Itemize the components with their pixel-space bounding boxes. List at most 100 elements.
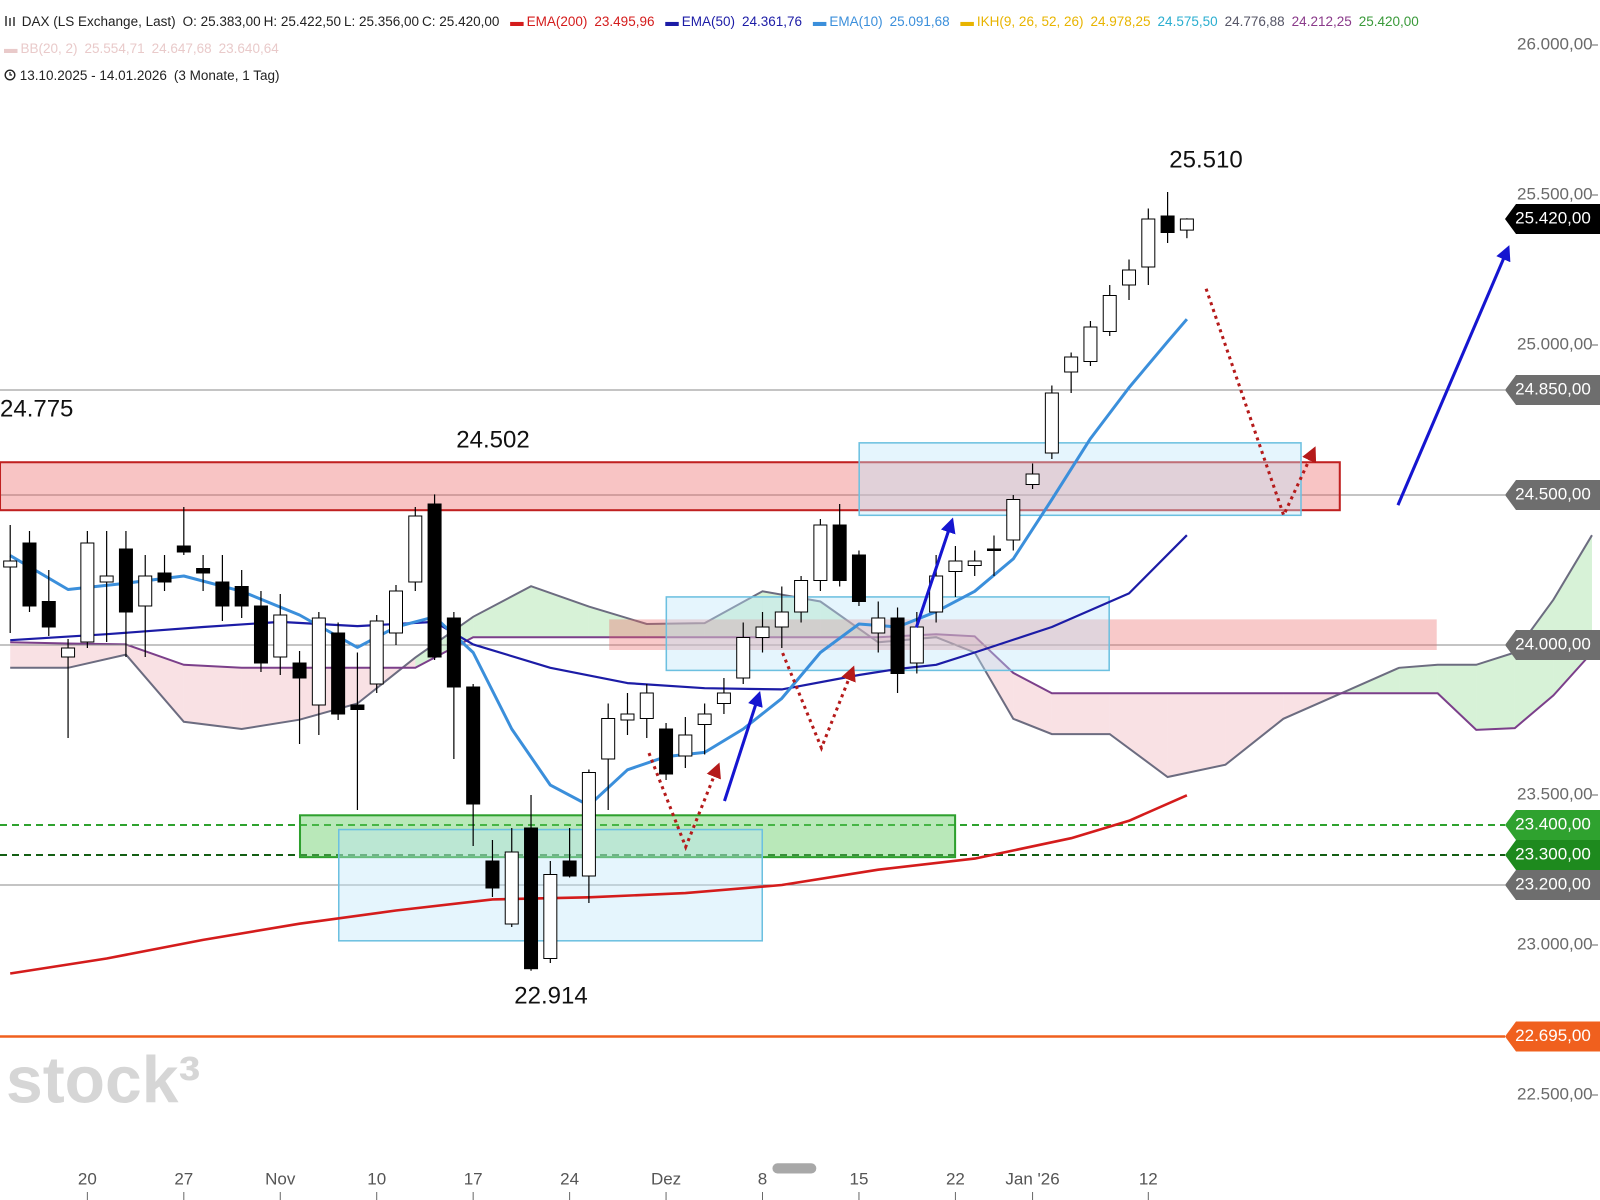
- cloud-fill: [68, 643, 126, 668]
- dotted-arrow: [647, 752, 721, 852]
- x-tick-label: 27: [174, 1169, 193, 1188]
- candle-body: [813, 524, 828, 581]
- annotations: 25.510 24.775 24.502 22.914: [0, 146, 1243, 1009]
- cloud-fill: [125, 644, 184, 722]
- cloud-fill: [1109, 693, 1168, 777]
- symbol: DAX (LS Exchange, Last): [21, 14, 176, 29]
- candle-body: [215, 581, 230, 607]
- candle-body: [659, 728, 674, 775]
- date-range: 13.10.2025 - 14.01.2026: [19, 68, 167, 83]
- candle-body: [1006, 499, 1021, 541]
- cloud-fill: [646, 623, 705, 638]
- candle-body: [581, 772, 596, 877]
- legend-value: 24.978,25: [1090, 14, 1151, 29]
- level-tag: [1505, 480, 1600, 510]
- candle-body: [485, 860, 500, 889]
- arrow: [1396, 245, 1511, 506]
- cloud-fill: [1167, 693, 1226, 777]
- candle-body: [1025, 473, 1040, 485]
- legend-name: EMA(10): [829, 14, 883, 29]
- candle-body: [331, 632, 346, 715]
- cloud-fill: [531, 586, 589, 638]
- candle-body: [369, 620, 384, 685]
- cloud-fill: [704, 591, 763, 638]
- cloud-fill: [241, 667, 300, 729]
- candle-body: [909, 626, 924, 664]
- candle-body: [967, 560, 982, 566]
- ohlc: C: 25.420,00: [422, 14, 500, 29]
- candle-body: [234, 586, 249, 607]
- watermark: stock³: [6, 1042, 200, 1116]
- legend-value: 24.212,25: [1291, 14, 1352, 29]
- candle-body: [832, 524, 847, 581]
- y-tick-label: 22.500,00: [1517, 1084, 1593, 1103]
- candle-body: [253, 605, 268, 664]
- candle-body: [311, 617, 326, 706]
- resistance-zone: [0, 461, 1341, 512]
- arrow: [914, 517, 956, 629]
- x-tick-label: 10: [367, 1169, 386, 1188]
- x-tick-label: 17: [464, 1169, 483, 1188]
- legend-value: 25.554,71: [84, 41, 145, 56]
- level-tag: [1505, 630, 1600, 660]
- candle-body: [678, 734, 693, 757]
- level-lines: [0, 389, 1505, 1038]
- candle-body: [736, 637, 751, 679]
- candle-body: [716, 692, 731, 704]
- level-tag-label: 23.300,00: [1515, 844, 1591, 863]
- level-tag-label: 24.000,00: [1515, 634, 1591, 653]
- y-tick-label: 23.000,00: [1517, 934, 1593, 953]
- x-tick-label: Jan '26: [1005, 1169, 1059, 1188]
- ema-line: [9, 318, 1189, 807]
- cloud-fill: [1476, 652, 1515, 730]
- cloud-fill: [1051, 693, 1110, 735]
- legend-value: 24.647,68: [151, 41, 212, 56]
- candle-body: [929, 575, 944, 613]
- x-tick-label: 8: [758, 1169, 767, 1188]
- candle-body: [408, 515, 423, 583]
- arrows: [647, 245, 1511, 1174]
- price-annotation: 25.510: [1169, 146, 1242, 173]
- cloud-fill: [974, 636, 1014, 719]
- level-tag-label: 25.420,00: [1515, 208, 1591, 227]
- cloud-fill: [183, 664, 242, 729]
- legend-value: 23.640,64: [218, 41, 279, 56]
- candle-body: [543, 874, 558, 959]
- candle-body: [118, 548, 133, 613]
- candle-body: [1102, 295, 1117, 332]
- legend-value: 24.361,76: [742, 14, 803, 29]
- dotted-arrow: [781, 652, 856, 753]
- candle-body: [22, 542, 37, 607]
- level-tag: [1505, 870, 1600, 900]
- legend-name: EMA(50): [681, 14, 735, 29]
- candle-body: [389, 590, 403, 634]
- y-tick-label: 23.500,00: [1517, 784, 1593, 803]
- x-tick-label: Nov: [265, 1169, 296, 1188]
- candle-body: [176, 545, 191, 553]
- legend-name: IKH(9, 26, 52, 26): [976, 14, 1084, 29]
- support-zone: [298, 814, 957, 859]
- candle-body: [755, 626, 770, 638]
- cloud-fill: [473, 586, 532, 638]
- candle-body: [639, 692, 654, 719]
- legend-swatch: ▬: [510, 14, 524, 29]
- cloud-fill: [1437, 664, 1477, 730]
- candle-body: [524, 827, 539, 970]
- header-line: 13.10.2025 - 14.01.2026 (3 Monate, 1 Tag): [4, 62, 1426, 89]
- candle-body: [41, 601, 56, 628]
- scroll-handle[interactable]: [772, 1163, 817, 1174]
- price-annotation: 22.914: [514, 982, 587, 1009]
- x-tick-label: 24: [560, 1169, 579, 1188]
- candle-body: [620, 713, 635, 721]
- y-tick-label: 25.500,00: [1517, 184, 1593, 203]
- period: (3 Monate, 1 Tag): [173, 68, 280, 83]
- cloud-fill: [1225, 693, 1284, 765]
- legend-swatch: ▬: [960, 14, 974, 29]
- candle-body: [466, 686, 481, 805]
- cloud-fill: [1399, 664, 1438, 694]
- clock-icon: [4, 69, 16, 81]
- level-tag-label: 22.695,00: [1515, 1026, 1591, 1045]
- candle-body: [504, 851, 519, 925]
- candle-body: [1122, 269, 1137, 286]
